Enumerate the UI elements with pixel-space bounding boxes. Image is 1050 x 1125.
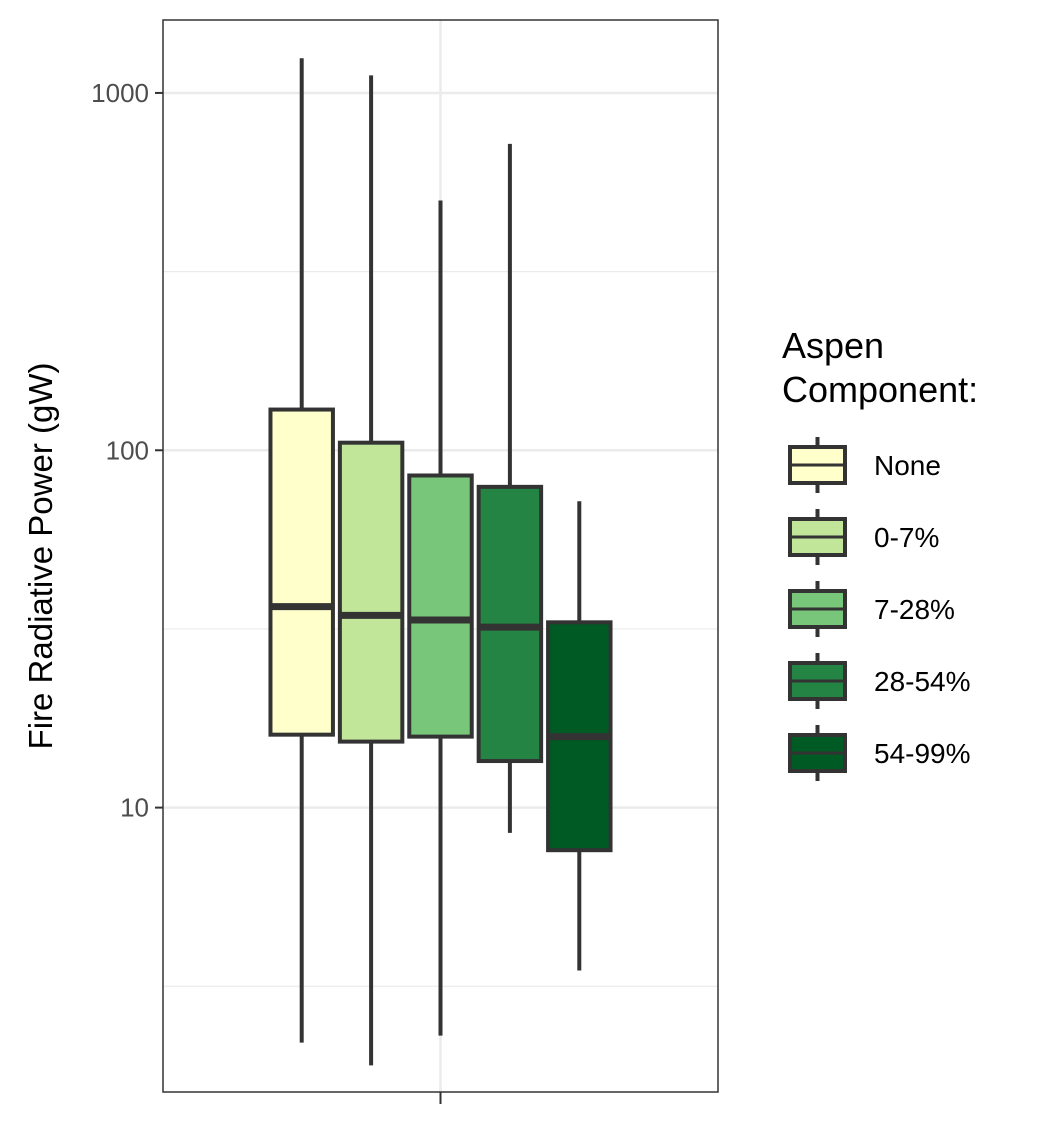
box-body [407,473,474,739]
y-tick-label: 100 [106,435,149,465]
legend-item-0-7%: 0-7% [788,509,939,565]
legend-item-None: None [788,437,941,493]
box-28-54% [476,143,544,833]
box-54-99% [546,501,613,971]
legend-label: 0-7% [874,522,939,553]
boxes [268,58,613,1066]
legend-label: 28-54% [874,666,971,697]
y-axis-title: Fire Radiative Power (gW) [22,363,59,750]
y-axis-ticks: 10 100 1000 [91,78,163,823]
y-tick-label: 10 [120,793,149,823]
legend-title: Component: [782,369,978,410]
box-None [268,58,335,1043]
box-7-28% [407,200,474,1036]
legend-item-54-99%: 54-99% [788,725,971,781]
box-body [268,407,335,737]
box-body [337,440,405,744]
legend-label: 7-28% [874,594,955,625]
legend-item-28-54%: 28-54% [788,653,971,709]
y-tick-label: 1000 [91,78,149,108]
box-0-7% [337,75,405,1066]
legend-title: Aspen [782,325,884,366]
legend-item-7-28%: 7-28% [788,581,955,637]
legend-label: None [874,450,941,481]
legend-label: 54-99% [874,738,971,769]
